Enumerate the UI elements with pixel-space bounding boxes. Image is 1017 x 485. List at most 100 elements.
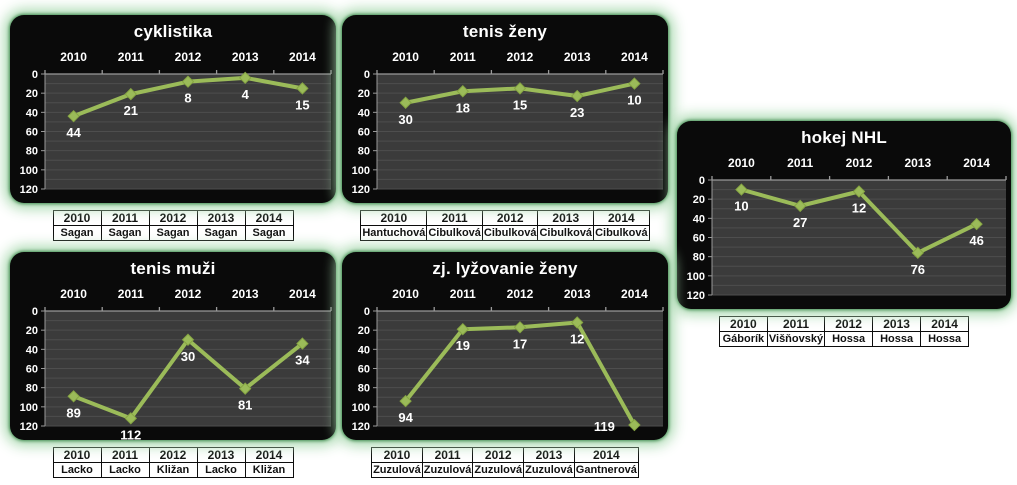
table-name-cell: Zuzulová: [472, 462, 525, 478]
chart-title: tenis ženy: [462, 22, 548, 41]
x-axis-year-label: 2012: [175, 287, 202, 301]
x-axis-year-label: 2011: [450, 50, 476, 64]
data-point-marker: [570, 316, 584, 329]
x-axis-year-label: 2011: [118, 50, 144, 64]
table-name-cell: Zuzulová: [371, 462, 423, 478]
y-axis-tick-label: 0: [32, 306, 38, 318]
x-axis-year-label: 2013: [564, 50, 591, 64]
y-axis-tick-label: 80: [26, 383, 38, 395]
x-axis-year-label: 2013: [232, 287, 259, 301]
table-year-cell: 2013: [537, 210, 595, 226]
data-point-label: 46: [969, 233, 983, 248]
data-point-label: 12: [570, 332, 584, 347]
line-chart-svg: 0 20 40 60 80 100 120 2010 2011 2012 2013 2014 94 19 1…: [352, 287, 664, 434]
table-year-cell: 2010: [52, 210, 102, 226]
x-axis-year-label: 2010: [392, 287, 419, 301]
y-axis-tick-label: 120: [20, 184, 38, 196]
data-point-label: 30: [181, 349, 195, 364]
y-axis-tick-label: 0: [364, 306, 370, 318]
data-point-marker: [296, 82, 309, 95]
data-point-marker: [124, 87, 138, 101]
chart-group-hokej-nhl: hokej NHL 0 20 40 60 80 100 120 2010 2011 2012 201…: [677, 121, 1011, 347]
table-year-cell: 2010: [371, 447, 423, 463]
table-year-cell: 2012: [824, 316, 874, 332]
x-axis-year-label: 2013: [564, 287, 591, 301]
winners-table: 2010 2011 2012 2013 2014 Sagan Sagan Sagan Sagan…: [52, 210, 294, 241]
data-point-label: 15: [513, 97, 527, 112]
data-point-label: 10: [627, 93, 641, 108]
data-point-label: 34: [295, 353, 310, 368]
y-axis-tick-label: 80: [358, 383, 370, 395]
y-axis-tick-label: 0: [364, 69, 370, 81]
x-axis-year-label: 2010: [60, 50, 87, 64]
table-year-cell: 2011: [766, 316, 826, 332]
y-axis-tick-label: 100: [352, 402, 370, 414]
data-point-label: 30: [398, 112, 412, 127]
table-name-row: Zuzulová Zuzulová Zuzulová Zuzulová Gantnero…: [371, 462, 639, 478]
table-year-cell: 2010: [360, 210, 428, 226]
data-point-marker: [67, 109, 80, 123]
data-point-label: 23: [570, 105, 584, 120]
table-name-cell: Cibulková: [593, 225, 650, 241]
y-axis-tick-label: 60: [358, 127, 370, 139]
winners-table: 2010 2011 2012 2013 2014 Lacko Lacko Kližan Lack…: [52, 447, 294, 478]
table-year-cell: 2012: [472, 447, 525, 463]
x-axis-year-label: 2011: [787, 156, 813, 170]
y-axis-tick-label: 80: [358, 146, 370, 158]
table-year-row: 2010 2011 2012 2013 2014: [371, 447, 639, 463]
data-point-label: 81: [238, 398, 252, 413]
table-name-cell: Hossa: [920, 331, 970, 347]
data-point-marker: [570, 89, 584, 103]
y-axis-tick-label: 80: [693, 252, 705, 264]
data-point-marker: [456, 323, 470, 336]
data-point-marker: [296, 337, 309, 350]
chart-group-cyklistika: cyklistika 0 20 40 60 80 100 120 2010 2011 2012 20…: [10, 15, 336, 241]
data-point-label: 112: [120, 427, 141, 440]
x-axis-year-label: 2012: [507, 50, 534, 64]
table-name-cell: Lacko: [52, 462, 102, 478]
data-point-marker: [735, 183, 748, 196]
data-point-label: 94: [398, 410, 413, 425]
data-point-label: 119: [594, 419, 615, 434]
table-year-cell: 2012: [481, 210, 539, 226]
data-point-label: 27: [793, 215, 807, 230]
x-axis-year-label: 2011: [450, 287, 476, 301]
table-name-cell: Cibulková: [537, 225, 595, 241]
y-axis-tick-label: 100: [352, 165, 370, 177]
table-year-cell: 2012: [148, 210, 198, 226]
x-axis-year-label: 2013: [904, 156, 931, 170]
y-axis-tick-label: 20: [26, 325, 38, 337]
table-year-row: 2010 2011 2012 2013 2014: [52, 447, 294, 463]
table-name-cell: Višňovský: [766, 331, 826, 347]
data-point-label: 18: [456, 100, 470, 115]
chart-panel: zj. lyžovanie ženy 0 20 40 60 80 100 120 2010 20…: [342, 252, 668, 440]
table-name-cell: Lacko: [196, 462, 246, 478]
y-axis-tick-label: 20: [693, 194, 705, 206]
x-axis-year-label: 2012: [846, 156, 873, 170]
y-axis-tick-label: 100: [20, 402, 38, 414]
y-axis-tick-label: 120: [352, 421, 370, 433]
data-point-marker: [852, 185, 866, 198]
y-axis-tick-label: 20: [26, 88, 38, 100]
data-point-marker: [513, 82, 527, 95]
data-point-marker: [628, 418, 641, 432]
chart-panel: tenis muži 0 20 40 60 80 100 120 2010 2011 2012 20…: [10, 252, 336, 440]
chart-title: tenis muži: [130, 259, 216, 278]
table-name-cell: Lacko: [100, 462, 150, 478]
table-year-cell: 2013: [523, 447, 575, 463]
x-axis-year-label: 2012: [175, 50, 202, 64]
data-point-label: 4: [242, 87, 250, 102]
chart-panel: tenis ženy 0 20 40 60 80 100 120 2010 2011 2012 20…: [342, 15, 668, 203]
x-axis-year-label: 2012: [507, 287, 534, 301]
table-name-cell: Sagan: [100, 225, 150, 241]
y-axis-tick-label: 40: [26, 344, 38, 356]
table-name-cell: Hantuchová: [360, 225, 428, 241]
table-year-cell: 2011: [100, 210, 150, 226]
y-axis-tick-label: 20: [358, 325, 370, 337]
y-axis-tick-label: 20: [358, 88, 370, 100]
table-name-cell: Zuzulová: [421, 462, 474, 478]
x-axis-year-label: 2014: [289, 287, 316, 301]
data-point-marker: [67, 390, 80, 403]
y-axis-tick-label: 40: [693, 213, 705, 225]
